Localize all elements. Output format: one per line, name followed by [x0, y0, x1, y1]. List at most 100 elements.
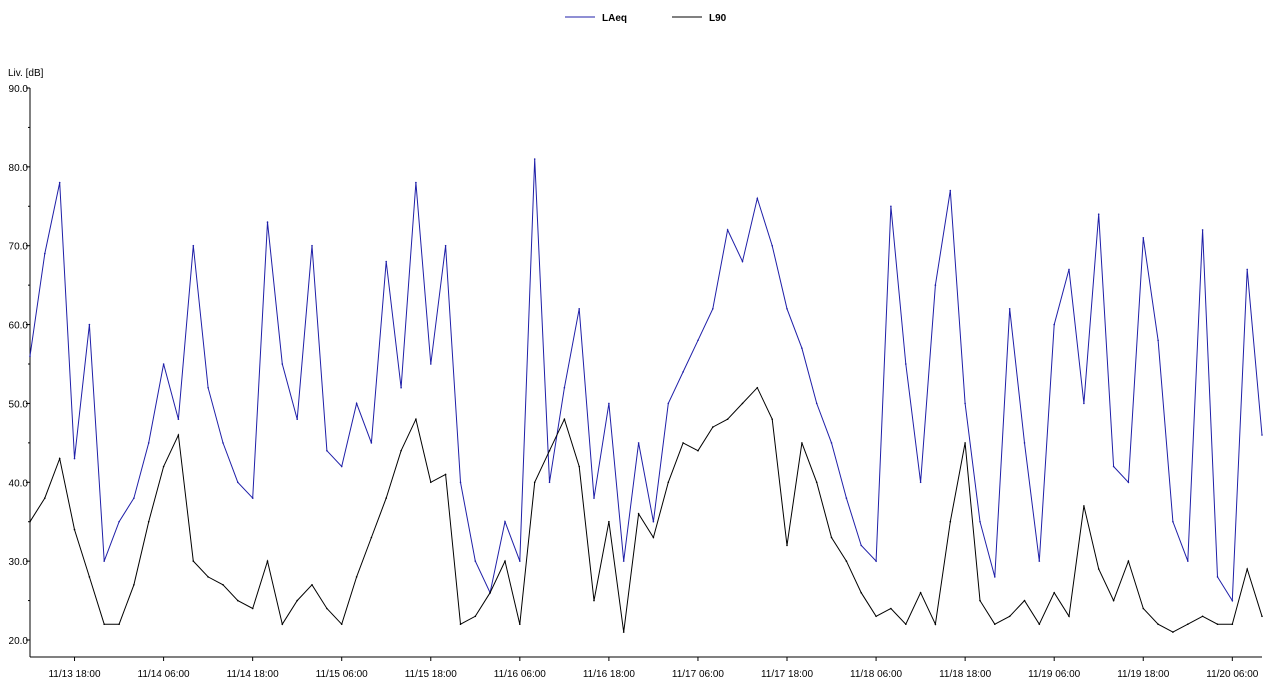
data-point-l90: [207, 576, 209, 578]
series-line-l90: [29, 386, 1263, 633]
data-point-laeq: [563, 386, 566, 389]
data-point-l90: [296, 599, 299, 602]
data-point-l90: [237, 599, 239, 602]
data-point-laeq: [296, 418, 299, 421]
data-point-laeq: [385, 260, 388, 263]
data-point-laeq: [919, 481, 922, 484]
data-point-l90: [519, 623, 521, 625]
data-point-l90: [1231, 623, 1234, 625]
data-point-laeq: [237, 481, 239, 484]
x-tick-label: 11/15 06:00: [316, 669, 369, 680]
data-point-l90: [459, 623, 462, 625]
data-point-l90: [726, 418, 729, 421]
y-tick-label: 30.0: [9, 557, 29, 568]
data-point-laeq: [741, 260, 744, 263]
data-point-l90: [1201, 615, 1204, 618]
data-point-l90: [1008, 615, 1011, 618]
data-point-l90: [593, 599, 595, 602]
data-point-laeq: [222, 442, 224, 444]
data-point-l90: [979, 599, 981, 602]
data-point-laeq: [29, 355, 31, 357]
data-point-l90: [58, 457, 61, 460]
data-point-laeq: [1127, 481, 1130, 484]
x-ticks: 11/13 18:00 11/14 06:00 11/14 18:00 11/15 0…: [48, 657, 1259, 680]
data-point-l90: [504, 560, 506, 562]
data-point-laeq: [830, 442, 833, 444]
data-point-l90: [1068, 615, 1070, 618]
data-point-laeq: [326, 449, 328, 452]
data-point-l90: [771, 418, 773, 421]
data-point-laeq: [815, 402, 818, 405]
data-point-l90: [697, 449, 699, 452]
data-point-l90: [712, 426, 714, 428]
data-point-laeq: [1112, 465, 1115, 468]
data-point-l90: [830, 536, 833, 539]
data-point-laeq: [875, 560, 877, 562]
y-tick-label: 60.0: [9, 321, 29, 332]
data-point-l90: [801, 442, 803, 444]
y-tick-label: 50.0: [9, 399, 29, 410]
data-point-l90: [489, 591, 491, 594]
data-point-l90: [860, 591, 862, 594]
data-point-laeq: [207, 386, 209, 389]
data-point-laeq: [88, 323, 91, 326]
data-point-laeq: [726, 229, 729, 231]
data-point-laeq: [103, 560, 105, 562]
data-point-laeq: [1172, 520, 1174, 523]
y-tick-label: 80.0: [9, 163, 29, 174]
data-point-l90: [1053, 591, 1055, 594]
data-point-laeq: [1083, 402, 1085, 405]
data-point-l90: [73, 528, 76, 531]
data-point-l90: [355, 576, 358, 578]
data-point-laeq: [147, 442, 150, 444]
legend-label-l90: L90: [709, 13, 727, 24]
data-point-l90: [608, 520, 610, 523]
data-point-laeq: [1261, 434, 1263, 436]
data-point-laeq: [667, 402, 670, 405]
data-point-laeq: [266, 221, 269, 223]
data-point-l90: [400, 449, 402, 452]
y-tick-label: 20.0: [9, 636, 29, 647]
data-point-l90: [311, 584, 313, 586]
x-tick-label: 11/13 18:00: [48, 669, 101, 680]
data-point-l90: [370, 536, 373, 539]
data-point-l90: [890, 607, 892, 610]
data-point-l90: [103, 623, 105, 625]
x-tick-label: 11/16 06:00: [494, 669, 547, 680]
data-point-laeq: [44, 252, 46, 255]
data-point-l90: [1142, 607, 1145, 610]
data-point-laeq: [608, 402, 610, 405]
data-point-l90: [430, 481, 432, 484]
data-point-l90: [88, 576, 91, 578]
data-point-laeq: [682, 371, 684, 373]
x-tick-label: 11/14 06:00: [138, 669, 191, 680]
data-point-laeq: [192, 244, 195, 247]
y-tick-label: 70.0: [9, 242, 29, 253]
data-point-laeq: [845, 497, 848, 499]
data-point-l90: [1261, 615, 1263, 618]
data-point-l90: [637, 513, 640, 515]
data-point-laeq: [1068, 268, 1070, 271]
data-point-l90: [1083, 505, 1085, 507]
data-point-laeq: [1157, 339, 1159, 342]
data-point-l90: [1246, 568, 1248, 570]
data-point-laeq: [162, 363, 165, 365]
data-point-l90: [444, 473, 447, 476]
data-point-laeq: [801, 347, 803, 350]
y-axis-label: Liv. [dB]: [8, 68, 44, 79]
data-point-laeq: [1097, 213, 1100, 215]
data-point-laeq: [756, 197, 759, 200]
x-tick-label: 11/18 06:00: [850, 669, 903, 680]
data-point-laeq: [1053, 323, 1055, 326]
data-point-laeq: [578, 308, 580, 310]
data-point-l90: [667, 481, 670, 484]
x-tick-label: 11/17 06:00: [672, 669, 725, 680]
data-point-laeq: [1023, 442, 1026, 444]
series-line-laeq: [29, 158, 1263, 603]
y-tick-label: 40.0: [9, 478, 29, 489]
data-point-l90: [1127, 560, 1130, 562]
data-point-laeq: [133, 497, 135, 499]
data-point-l90: [875, 615, 877, 618]
data-point-laeq: [474, 560, 477, 562]
